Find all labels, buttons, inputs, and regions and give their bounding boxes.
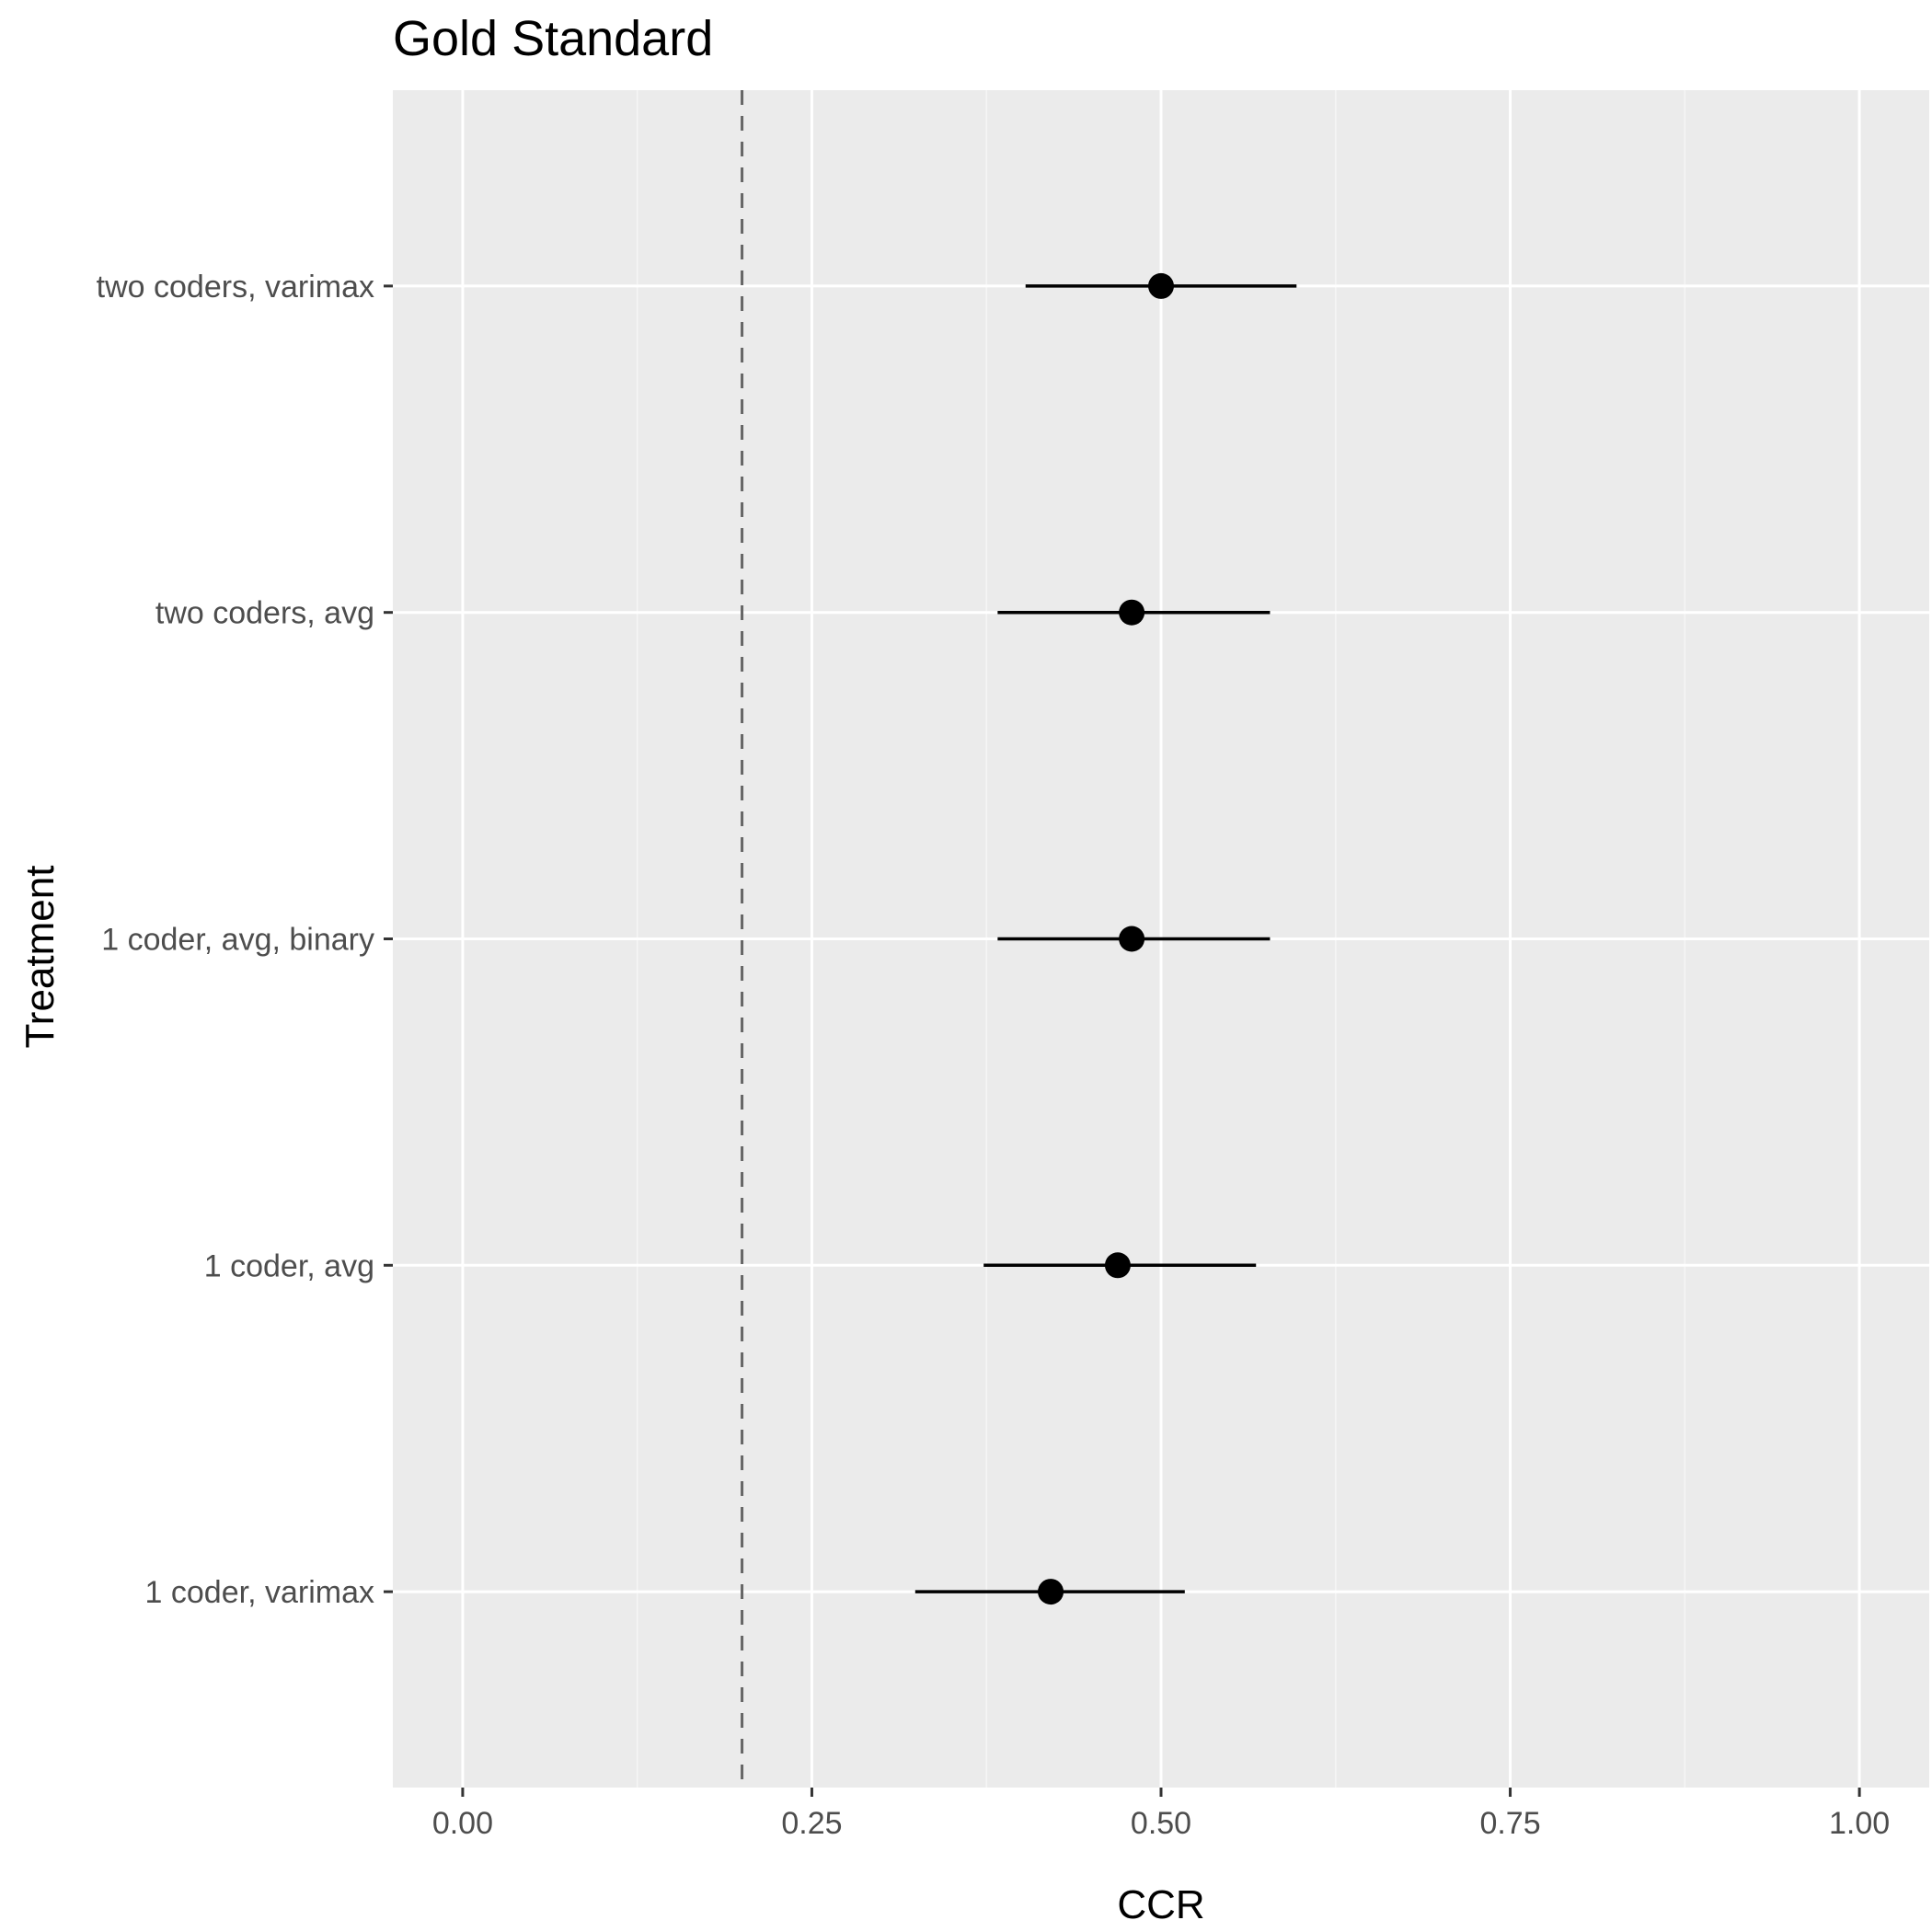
y-tick-label: 1 coder, avg [204,1248,374,1283]
data-point [1104,1252,1131,1279]
x-axis-title: CCR [1117,1882,1204,1927]
data-point [1038,1579,1064,1605]
points [1038,272,1174,1605]
y-axis-title: Treatment [17,866,63,1049]
y-tick-label: 1 coder, varimax [145,1575,374,1610]
x-tick-label: 0.25 [781,1806,842,1841]
x-tick-label: 0.00 [432,1806,493,1841]
x-tick-label: 0.75 [1479,1806,1540,1841]
chart-title: Gold Standard [393,11,713,66]
y-tick-label: 1 coder, avg, binary [101,923,374,958]
y-axis: 1 coder, varimax 1 coder, avg 1 coder, avg… [97,270,393,1610]
data-point [1148,272,1174,299]
y-tick-label: two coders, varimax [97,270,374,305]
data-point [1119,599,1145,626]
x-axis: 0.00 0.25 0.50 0.75 1.00 [432,1788,1890,1841]
x-tick-label: 0.50 [1131,1806,1191,1841]
y-tick-label: two coders, avg [155,596,374,631]
data-point [1119,926,1145,952]
x-tick-label: 1.00 [1829,1806,1890,1841]
